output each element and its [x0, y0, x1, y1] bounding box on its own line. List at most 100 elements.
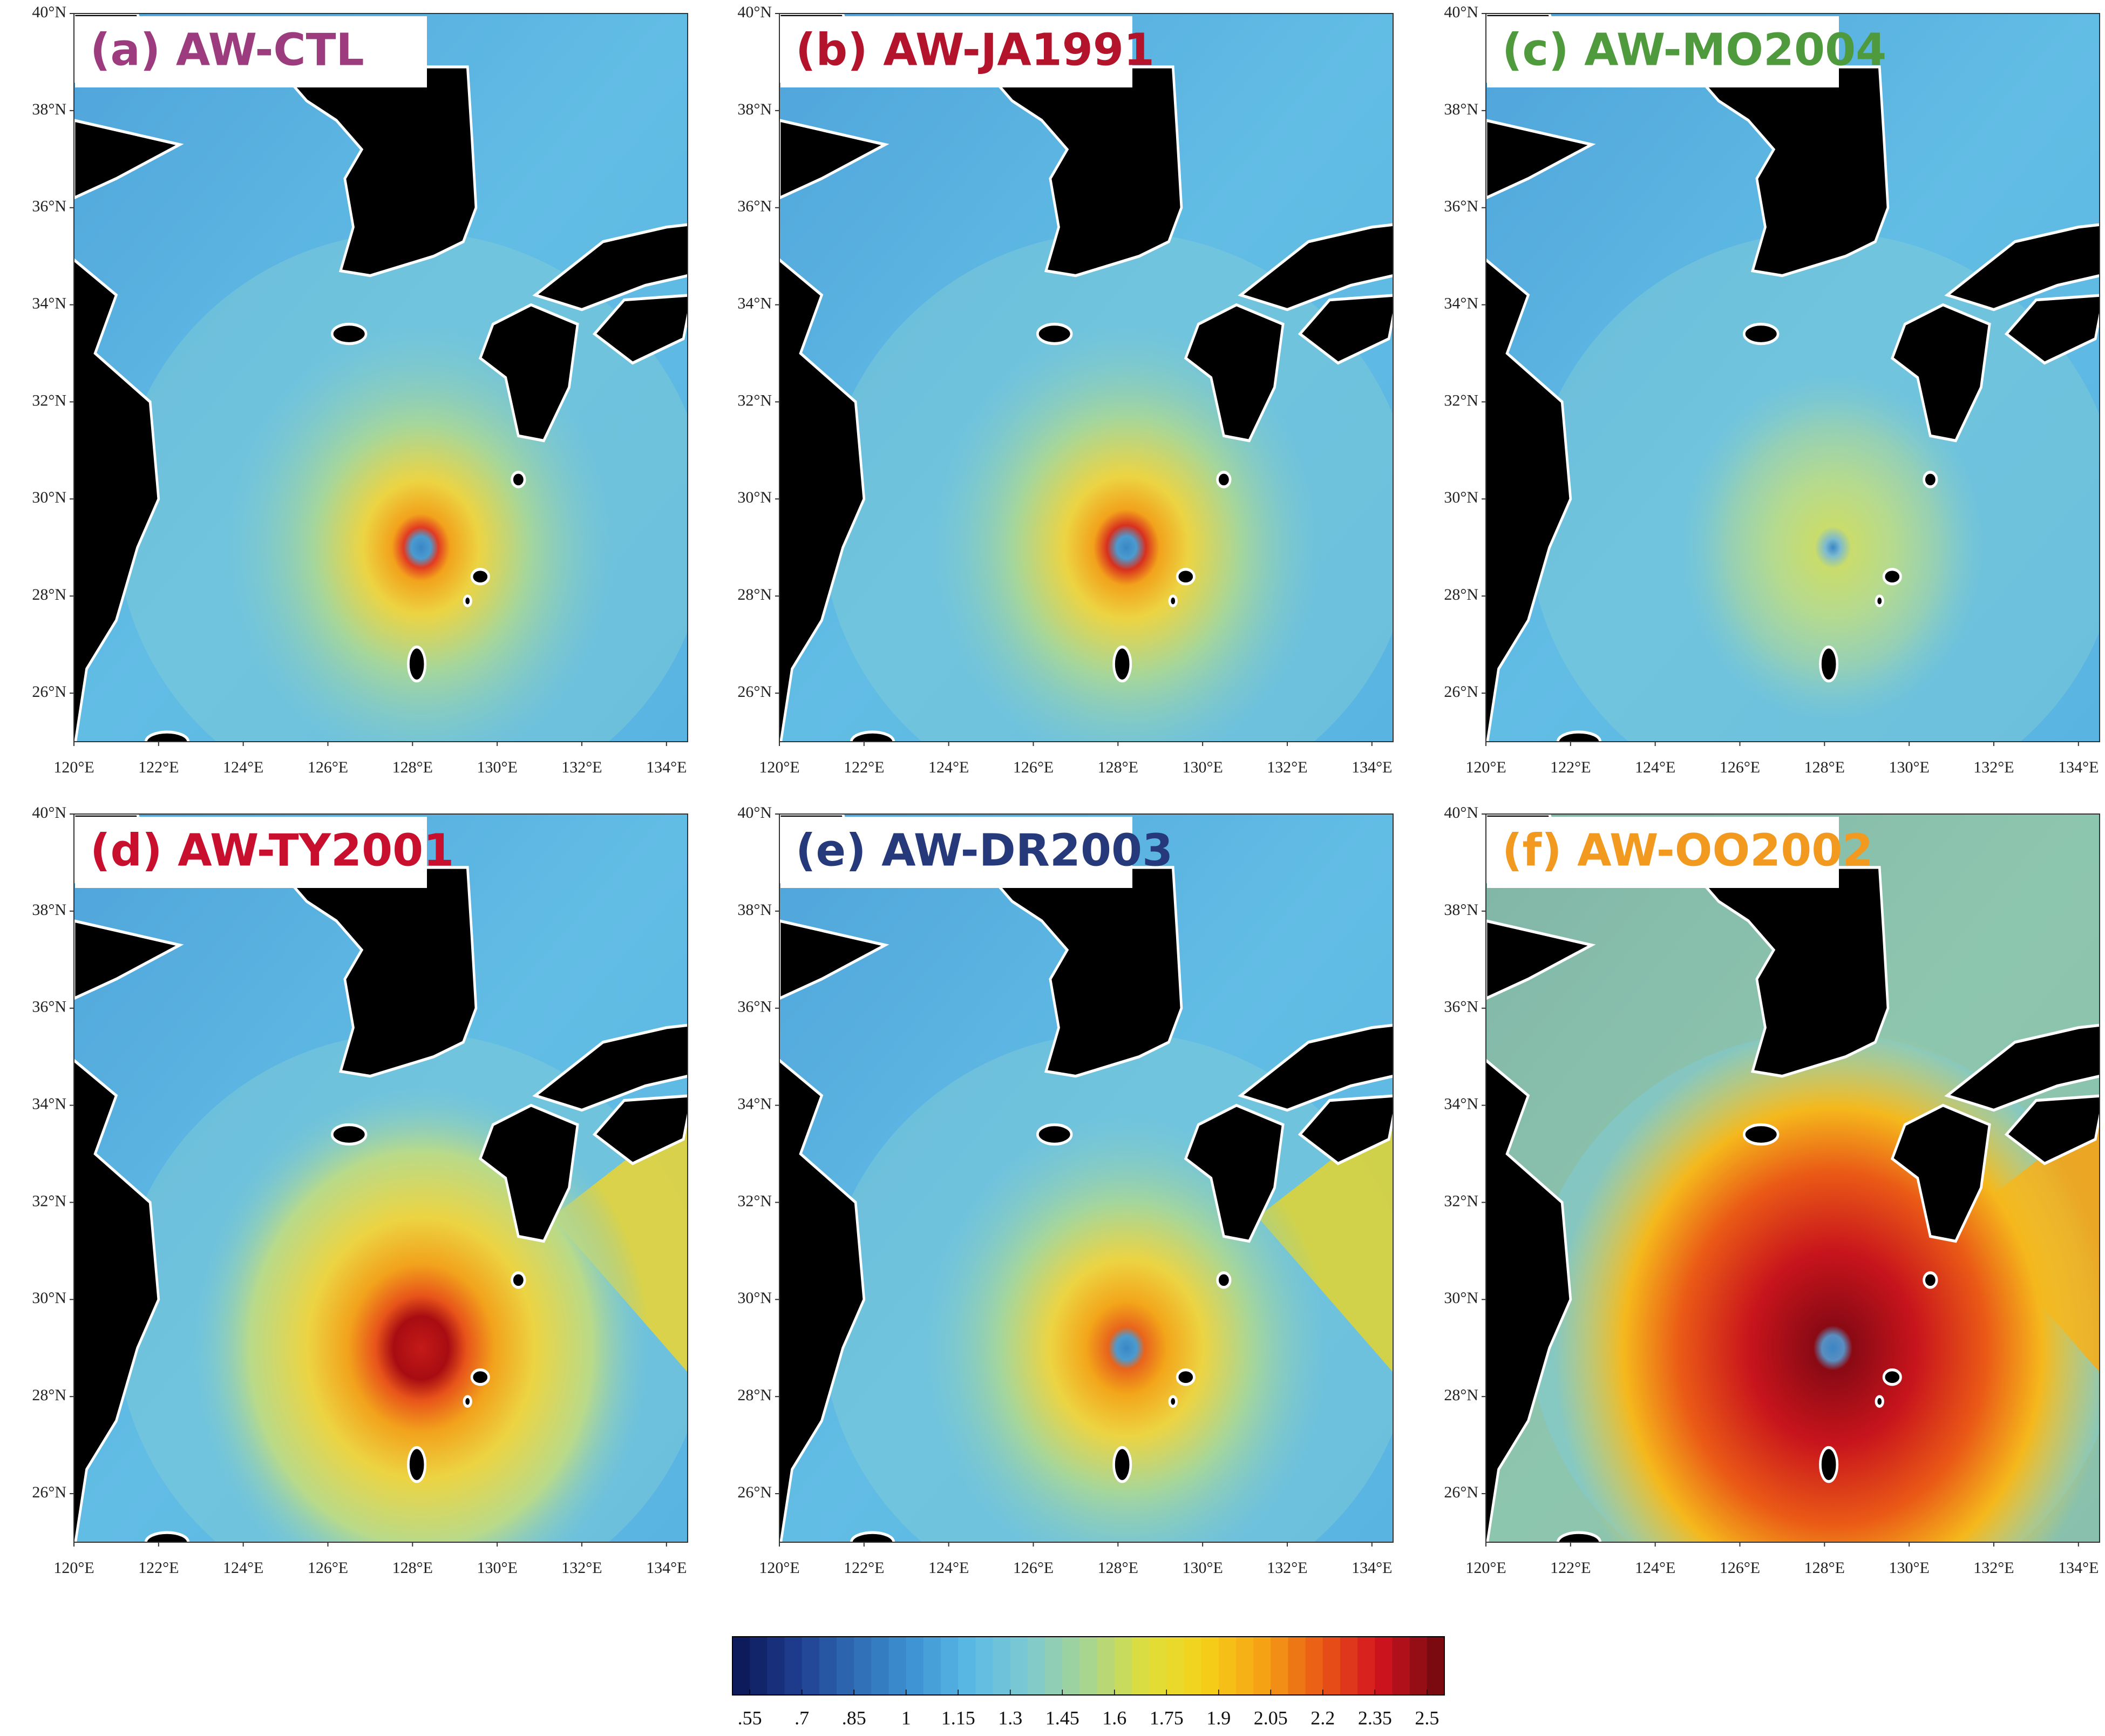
- color-box: [802, 1637, 820, 1695]
- title-box: [1487, 817, 1839, 888]
- lon-label: 120°E: [53, 758, 94, 776]
- lat-label: 40°N: [1444, 804, 1478, 822]
- colorbar-label: .7: [795, 1707, 809, 1728]
- lat-label: 26°N: [1444, 1483, 1478, 1501]
- map-panel: (a) AW-CTL 40°N 38°N 36°N 34°N 32°N 30°N 28°N 26…: [32, 3, 688, 776]
- lon-label: 130°E: [1182, 758, 1223, 776]
- lat-label: 38°N: [32, 901, 66, 919]
- lon-label: 132°E: [1267, 758, 1307, 776]
- map-panel: (d) AW-TY2001 40°N 38°N 36°N 34°N 32°N 30°N 28°…: [32, 804, 688, 1577]
- lat-label: 36°N: [737, 198, 772, 215]
- lat-label: 32°N: [1444, 391, 1478, 409]
- lat-label: 26°N: [32, 683, 66, 701]
- frame: [1485, 813, 2100, 1543]
- lat-label: 40°N: [32, 3, 66, 21]
- lon-label: 126°E: [1013, 1559, 1054, 1577]
- map-field: [779, 814, 1393, 1542]
- color-box: [750, 1637, 768, 1695]
- lon-label: 120°E: [759, 758, 799, 776]
- lon-label: 128°E: [392, 758, 433, 776]
- lat-label: 26°N: [1444, 683, 1478, 701]
- color-box: [1062, 1637, 1080, 1695]
- lon-label: 122°E: [138, 1559, 179, 1577]
- lat-label: 32°N: [737, 1192, 772, 1210]
- lat-label: 30°N: [32, 489, 66, 506]
- lon-label: 132°E: [561, 1559, 602, 1577]
- lat-label: 38°N: [1444, 100, 1478, 118]
- color-box: [1114, 1637, 1132, 1695]
- colorbar-label: .85: [842, 1707, 866, 1728]
- lat-label: 26°N: [737, 683, 772, 701]
- colorbar-label: 2.5: [1415, 1707, 1439, 1728]
- lat-label: 36°N: [32, 198, 66, 215]
- lon-label: 120°E: [1465, 1559, 1506, 1577]
- frame: [1485, 13, 2100, 742]
- title-box: [75, 16, 427, 87]
- colorbar-label: 1.6: [1102, 1707, 1126, 1728]
- color-box: [1305, 1637, 1323, 1695]
- lat-label: 28°N: [737, 1386, 772, 1404]
- color-box: [1027, 1637, 1045, 1695]
- lon-label: 132°E: [1973, 758, 2014, 776]
- map-panel: (c) AW-MO2004 40°N 38°N 36°N 34°N 32°N 30°N 28°…: [1444, 3, 2100, 776]
- lat-label: 34°N: [32, 294, 66, 312]
- lon-label: 128°E: [1804, 758, 1845, 776]
- frame: [779, 13, 1394, 742]
- lon-label: 128°E: [1098, 758, 1138, 776]
- color-box: [1253, 1637, 1271, 1695]
- color-box: [871, 1637, 889, 1695]
- lat-label: 36°N: [1444, 198, 1478, 215]
- colorbar-label: 1.75: [1150, 1707, 1184, 1728]
- lat-label: 38°N: [1444, 901, 1478, 919]
- lon-label: 120°E: [759, 1559, 799, 1577]
- color-box: [1357, 1637, 1375, 1695]
- color-box: [1166, 1637, 1184, 1695]
- title-box: [75, 817, 427, 888]
- color-box: [888, 1637, 907, 1695]
- geo-layer: [70, 13, 688, 742]
- title-box: [780, 16, 1132, 87]
- map-panel: (f) AW-OO2002 40°N 38°N 36°N 34°N 32°N 30°N 28°…: [1444, 804, 2100, 1577]
- color-box: [854, 1637, 872, 1695]
- geo-layer: [1482, 814, 2100, 1542]
- lon-label: 122°E: [138, 758, 179, 776]
- color-box: [1097, 1637, 1115, 1695]
- color-box: [1409, 1637, 1428, 1695]
- panel-title: (f) AW-OO2002: [1502, 825, 1873, 876]
- lat-label: 28°N: [32, 586, 66, 603]
- lat-label: 28°N: [1444, 586, 1478, 603]
- colorbar-label: 1: [901, 1707, 911, 1728]
- color-box: [1184, 1637, 1202, 1695]
- colorbar-label: 1.45: [1045, 1707, 1079, 1728]
- color-box: [941, 1637, 959, 1695]
- lon-label: 124°E: [928, 758, 969, 776]
- lat-label: 30°N: [737, 489, 772, 506]
- lat-label: 30°N: [737, 1289, 772, 1307]
- lat-label: 32°N: [32, 391, 66, 409]
- color-box: [784, 1637, 803, 1695]
- lon-label: 128°E: [1098, 1559, 1138, 1577]
- color-box: [1322, 1637, 1341, 1695]
- lon-label: 130°E: [477, 758, 517, 776]
- geo-layer: [1482, 13, 2100, 742]
- lon-label: 120°E: [53, 1559, 94, 1577]
- colorbar-frame: [732, 1636, 1445, 1696]
- lat-label: 36°N: [737, 998, 772, 1016]
- lon-label: 122°E: [1550, 1559, 1591, 1577]
- lon-label: 126°E: [1720, 758, 1760, 776]
- title-box: [1487, 16, 1839, 87]
- storm: [192, 1086, 650, 1542]
- color-box: [923, 1637, 941, 1695]
- lon-label: 134°E: [2058, 1559, 2099, 1577]
- geo-layer: [70, 814, 688, 1542]
- lon-label: 122°E: [844, 758, 884, 776]
- lon-label: 130°E: [477, 1559, 517, 1577]
- color-box: [1045, 1637, 1063, 1695]
- color-box: [1079, 1637, 1098, 1695]
- lon-label: 124°E: [928, 1559, 969, 1577]
- lon-label: 132°E: [1267, 1559, 1307, 1577]
- lat-label: 32°N: [737, 391, 772, 409]
- lat-label: 34°N: [737, 1095, 772, 1113]
- lat-label: 36°N: [32, 998, 66, 1016]
- lat-label: 40°N: [1444, 3, 1478, 21]
